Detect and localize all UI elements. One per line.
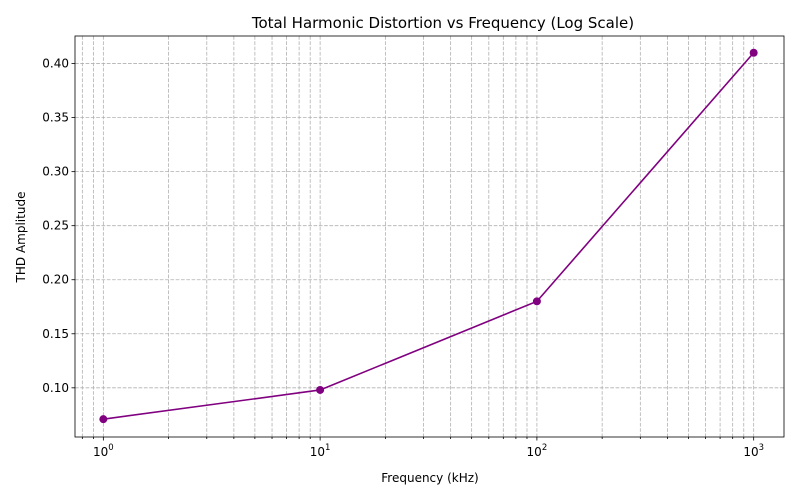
x-tick-label: 102	[527, 443, 548, 459]
data-point	[749, 48, 758, 57]
x-tick-label: 103	[743, 443, 764, 459]
y-tick-label: 0.40	[42, 57, 69, 71]
chart-title: Total Harmonic Distortion vs Frequency (…	[251, 14, 634, 32]
y-tick-label: 0.20	[42, 273, 69, 287]
y-tick-label: 0.35	[42, 111, 69, 125]
x-tick-label: 101	[310, 443, 331, 459]
y-tick-label: 0.15	[42, 327, 69, 341]
y-tick-label: 0.10	[42, 381, 69, 395]
data-point	[99, 415, 108, 424]
x-axis-label: Frequency (kHz)	[381, 471, 478, 485]
x-gridlines	[81, 36, 755, 437]
y-tick-label: 0.25	[42, 219, 69, 233]
plot-frame	[74, 35, 785, 438]
data-point	[532, 297, 541, 306]
x-tick-label: 100	[93, 443, 114, 459]
x-axis: 100 101 102 103	[81, 437, 764, 459]
y-axis-label: THD Amplitude	[14, 192, 28, 284]
series-line	[103, 52, 755, 420]
data-point	[316, 385, 325, 394]
y-gridlines	[75, 63, 784, 389]
series-group	[99, 48, 758, 424]
y-tick-label: 0.30	[42, 165, 69, 179]
y-axis: 0.10 0.15 0.20 0.25 0.30 0.35 0.40	[42, 57, 75, 395]
